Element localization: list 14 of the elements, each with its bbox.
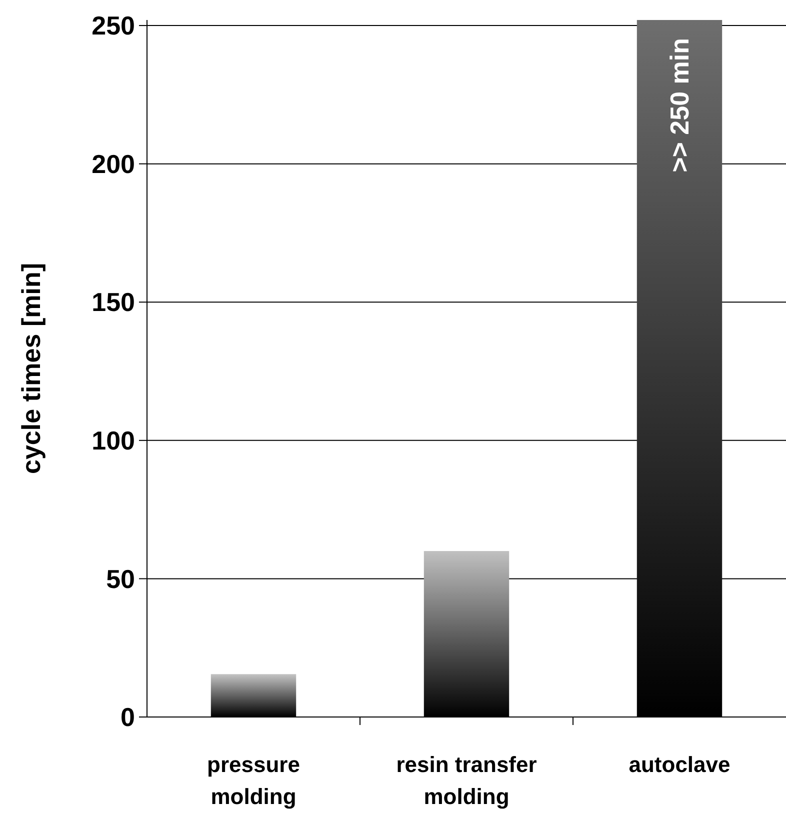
y-axis-title: cycle times [min] [16, 263, 46, 474]
annotation: >> 250 min [664, 38, 694, 172]
bar [210, 674, 296, 717]
y-tick-label: 50 [106, 564, 135, 594]
y-tick-label: 0 [120, 702, 135, 732]
y-tick-label: 200 [92, 148, 135, 179]
y-tick-label: 250 [92, 10, 135, 41]
y-tick-label: 100 [92, 426, 135, 456]
x-tick-label: resin transfer molding [396, 752, 538, 809]
y-tick-label: 150 [92, 287, 135, 318]
bar [636, 20, 722, 717]
bar [424, 551, 510, 717]
x-tick-label: autoclave [628, 752, 730, 777]
x-tick-label: pressure molding [207, 752, 300, 809]
